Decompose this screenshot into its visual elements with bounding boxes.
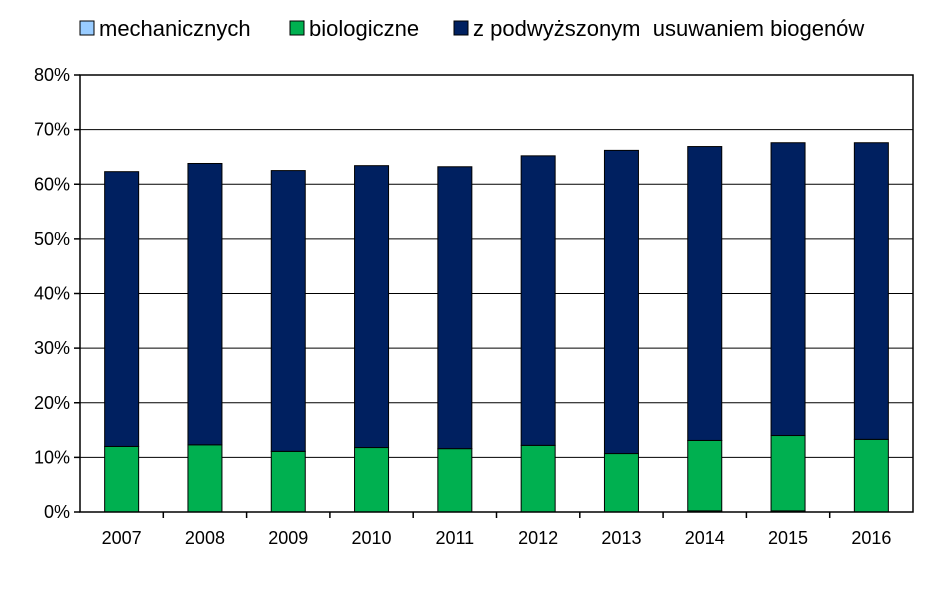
y-tick-label: 50% xyxy=(34,229,70,249)
x-tick-label: 2012 xyxy=(518,528,558,548)
x-axis: 2007 2008 2009 2010 2011 2012 2013 2014 2015 2016 xyxy=(102,512,891,548)
y-tick-label: 0% xyxy=(44,502,70,522)
bar-segment-2-2012 xyxy=(520,444,556,513)
legend-swatch-1 xyxy=(79,20,95,36)
bar-segment-3-2011 xyxy=(437,166,473,450)
bar-segment-3-2008 xyxy=(187,162,223,446)
x-tick-label: 2007 xyxy=(102,528,142,548)
y-tick-label: 70% xyxy=(34,120,70,140)
x-tick-label: 2015 xyxy=(768,528,808,548)
y-tick-label: 80% xyxy=(34,65,70,85)
x-tick-label: 2009 xyxy=(268,528,308,548)
x-tick-label: 2011 xyxy=(435,528,474,548)
legend: mechanicznych biologiczne z podwyższonym u… xyxy=(79,16,864,41)
bar-segment-3-2012 xyxy=(520,155,556,446)
x-tick-label: 2014 xyxy=(685,528,725,548)
bar-segment-3-2016 xyxy=(853,142,889,440)
y-tick-label: 30% xyxy=(34,338,70,358)
bar-segment-3-2009 xyxy=(270,170,306,452)
bar-segment-2-2011 xyxy=(437,448,473,513)
y-tick-label: 10% xyxy=(34,447,70,467)
bar-segment-2-2015 xyxy=(770,435,806,512)
bar-segment-3-2013 xyxy=(603,149,639,455)
y-tick-label: 60% xyxy=(34,174,70,194)
legend-label-1: mechanicznych xyxy=(99,16,251,41)
y-tick-label: 20% xyxy=(34,393,70,413)
x-tick-label: 2010 xyxy=(352,528,392,548)
legend-swatch-3 xyxy=(453,20,469,36)
bar-segment-2-2008 xyxy=(187,444,223,513)
x-tick-label: 2013 xyxy=(601,528,641,548)
bar-segment-2-2007 xyxy=(104,445,140,513)
legend-label-2: biologiczne xyxy=(309,16,419,41)
x-tick-label: 2016 xyxy=(851,528,891,548)
bar-segment-2-2013 xyxy=(603,453,639,513)
bars xyxy=(104,142,889,513)
bar-segment-2-2009 xyxy=(270,450,306,513)
legend-label-3: z podwyższonym usuwaniem biogenów xyxy=(473,16,864,41)
bar-segment-3-2014 xyxy=(687,146,723,441)
x-tick-label: 2008 xyxy=(185,528,225,548)
bar-segment-2-2016 xyxy=(853,438,889,513)
bar-segment-3-2010 xyxy=(354,165,390,449)
bar-segment-2-2010 xyxy=(354,447,390,513)
legend-swatch-2 xyxy=(289,20,305,36)
bar-segment-3-2015 xyxy=(770,142,806,437)
bar-segment-3-2007 xyxy=(104,171,140,447)
bar-segment-2-2014 xyxy=(687,439,723,512)
y-axis: 0% 10% 20% 30% 40% 50% 60% 70% 80% xyxy=(34,65,80,522)
y-tick-label: 40% xyxy=(34,284,70,304)
